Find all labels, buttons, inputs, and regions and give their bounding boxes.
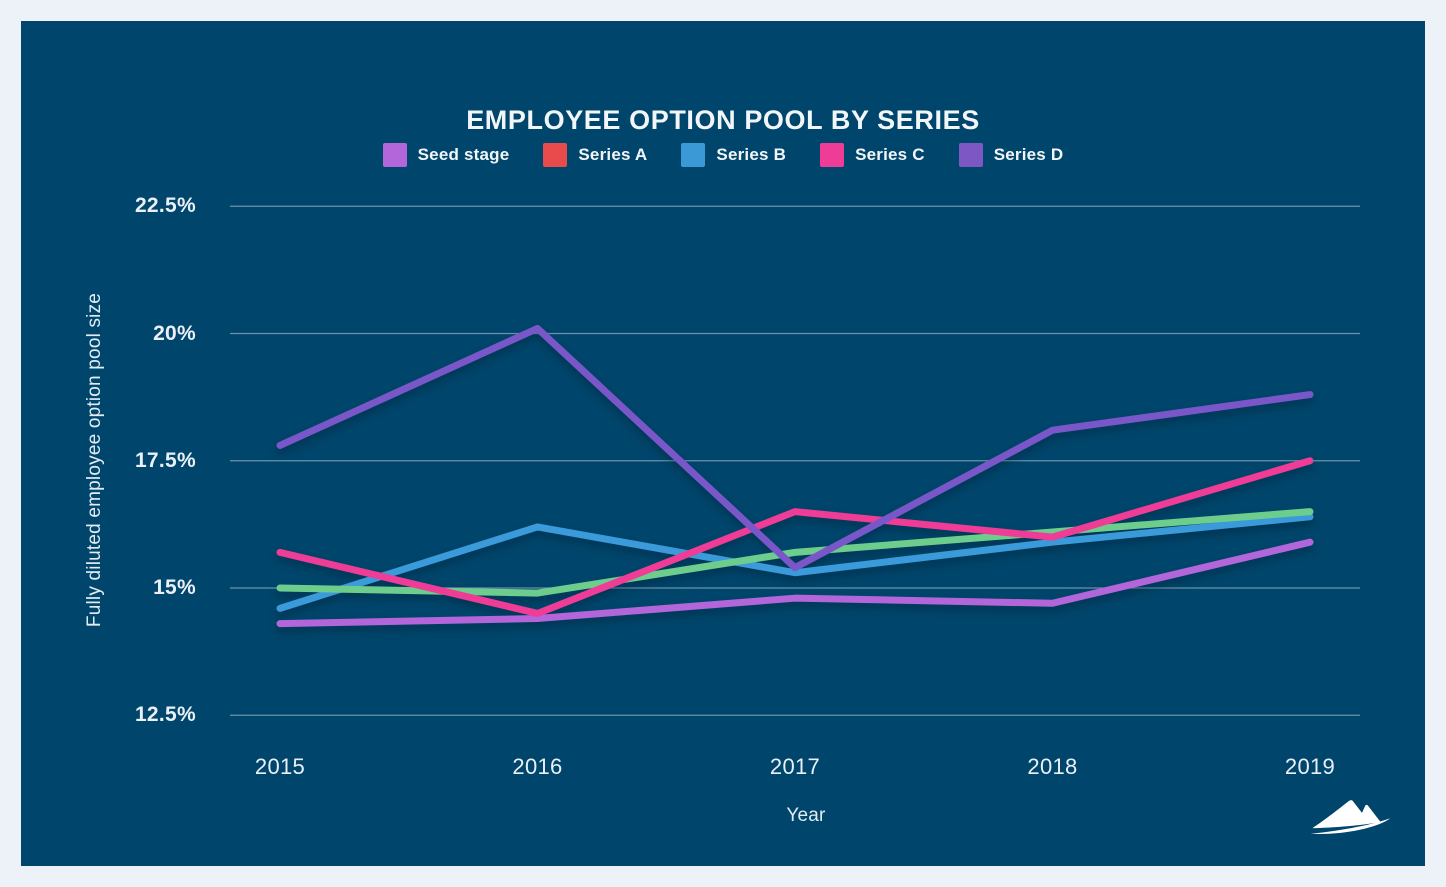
mountain-base-swoosh bbox=[1310, 818, 1391, 835]
series-lines bbox=[276, 324, 1314, 628]
mountain-logo bbox=[1310, 800, 1391, 835]
chart-card: EMPLOYEE OPTION POOL BY SERIES Seed stag… bbox=[21, 21, 1425, 866]
y-tick-12.5%: 12.5% bbox=[134, 703, 196, 727]
legend-swatch-series-c bbox=[820, 143, 845, 167]
legend-item-series-a: Series A bbox=[543, 143, 647, 167]
line-seed-stage bbox=[276, 538, 1314, 628]
legend-label-series-c: Series C bbox=[855, 145, 925, 164]
mountain-big-peak bbox=[1312, 800, 1371, 829]
legend-swatch-series-d bbox=[958, 143, 983, 167]
legend-swatch-series-b bbox=[681, 143, 706, 167]
legend-item-series-b: Series B bbox=[681, 143, 786, 167]
x-tick-2016: 2016 bbox=[512, 754, 563, 779]
legend-label-series-a: Series A bbox=[578, 145, 648, 164]
line-series-c bbox=[276, 457, 1314, 617]
y-axis-title: Fully diluted employee option pool size bbox=[84, 292, 105, 628]
x-tick-2015: 2015 bbox=[254, 754, 306, 779]
x-tick-2019: 2019 bbox=[1284, 754, 1336, 779]
x-tick-2017: 2017 bbox=[769, 754, 821, 779]
legend-item-seed-stage: Seed stage bbox=[382, 143, 510, 167]
y-tick-17.5%: 17.5% bbox=[134, 448, 196, 472]
x-tick-2018: 2018 bbox=[1027, 754, 1078, 779]
line-chart bbox=[230, 205, 1360, 716]
chart-title: EMPLOYEE OPTION POOL BY SERIES bbox=[466, 105, 980, 135]
legend-label-series-b: Series B bbox=[716, 145, 787, 164]
legend: Seed stage Series A Series B Series C Se… bbox=[21, 143, 1425, 167]
mountain-small-peak bbox=[1356, 804, 1381, 825]
gridlines bbox=[230, 205, 1360, 716]
legend-swatch-seed-stage bbox=[382, 143, 407, 167]
legend-swatch-series-a bbox=[543, 143, 568, 167]
line-series-b bbox=[276, 513, 1314, 612]
legend-item-series-c: Series C bbox=[820, 143, 925, 167]
legend-label-seed-stage: Seed stage bbox=[417, 145, 510, 164]
y-tick-20%: 20% bbox=[153, 321, 196, 345]
line-series-d bbox=[276, 324, 1314, 572]
y-tick-22.5%: 22.5% bbox=[134, 194, 196, 218]
x-axis-title: Year bbox=[786, 805, 826, 826]
y-tick-15%: 15% bbox=[153, 576, 196, 599]
legend-label-series-d: Series D bbox=[993, 145, 1064, 164]
legend-item-series-d: Series D bbox=[958, 143, 1064, 167]
